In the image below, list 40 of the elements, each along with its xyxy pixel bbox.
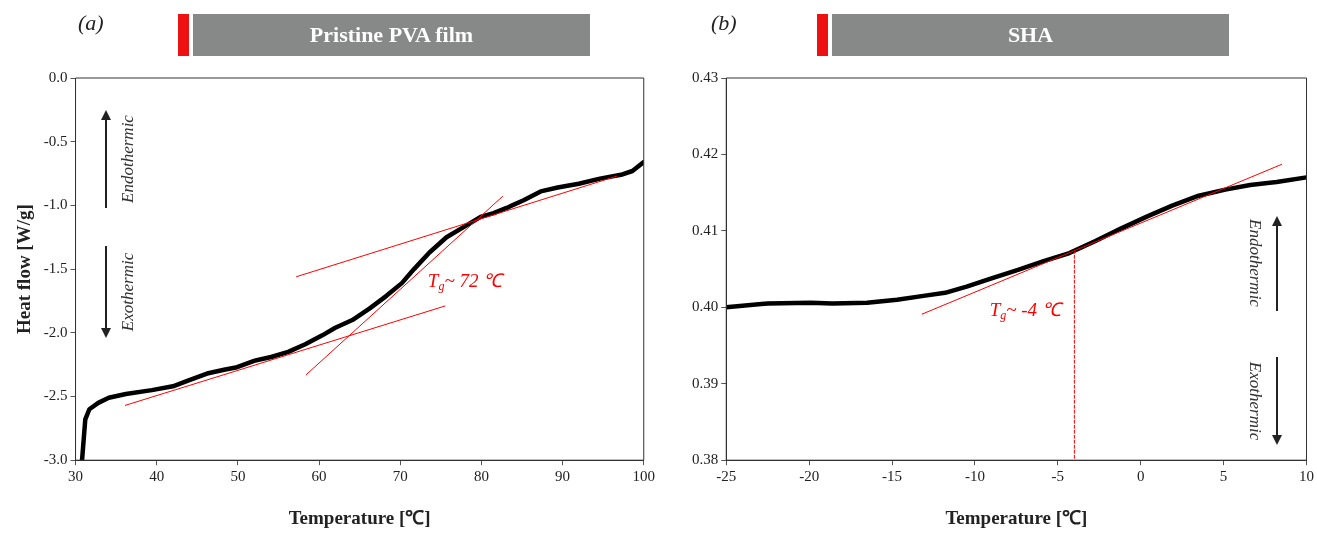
- y-tick-label: -1.0: [43, 196, 68, 213]
- annotation: Exothermic: [117, 252, 138, 332]
- x-tick-label: 100: [632, 468, 655, 485]
- y-tick-label: -3.0: [43, 451, 68, 468]
- x-tick-label: 60: [311, 468, 327, 485]
- y-tick-label: 0.43: [692, 68, 719, 85]
- y-tick-label: 0.41: [692, 221, 719, 238]
- y-tick-label: 0.40: [692, 298, 719, 315]
- x-tick-label: -15: [882, 468, 903, 485]
- x-tick-label: -20: [799, 468, 820, 485]
- x-tick-label: 40: [149, 468, 165, 485]
- annotation: Exothermic: [1244, 361, 1265, 441]
- x-tick-label: 0: [1136, 468, 1145, 485]
- x-tick-label: 30: [68, 468, 84, 485]
- x-tick-label: 5: [1219, 468, 1228, 485]
- text: (b): [711, 10, 737, 36]
- text: (a): [78, 10, 104, 36]
- x-axis-title: Temperature [℃]: [945, 506, 1088, 528]
- y-tick-label: -2.5: [43, 387, 68, 404]
- y-tick-label: 0.42: [692, 145, 719, 162]
- y-tick-label: -0.5: [43, 132, 68, 149]
- x-tick-label: 80: [473, 468, 489, 485]
- chart-title: SHA: [832, 14, 1229, 56]
- x-tick-label: -5: [1051, 468, 1065, 485]
- annotation: Endothermic: [1244, 219, 1265, 308]
- x-axis-title: Temperature [℃]: [288, 506, 431, 528]
- y-axis-title: Heat flow [W/g]: [13, 204, 35, 335]
- x-tick-label: 50: [230, 468, 246, 485]
- y-tick-label: -2.0: [43, 323, 68, 340]
- x-tick-label: 70: [392, 468, 408, 485]
- y-tick-label: 0.38: [692, 451, 719, 468]
- x-tick-label: -10: [964, 468, 985, 485]
- x-tick-label: -25: [716, 468, 737, 485]
- y-tick-label: -1.5: [43, 260, 68, 277]
- x-tick-label: 10: [1299, 468, 1314, 485]
- annotation: Endothermic: [117, 115, 138, 204]
- chart-title: Pristine PVA film: [193, 14, 590, 56]
- x-tick-label: 90: [555, 468, 571, 485]
- y-tick-label: 0.0: [48, 68, 68, 85]
- y-tick-label: 0.39: [692, 374, 719, 391]
